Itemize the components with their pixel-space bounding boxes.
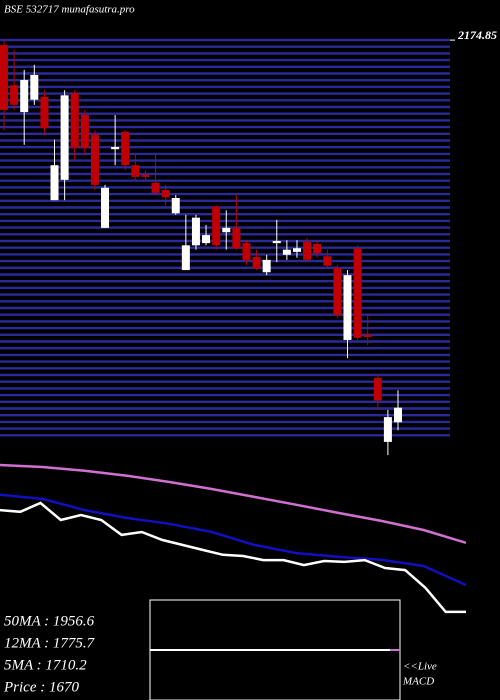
candle-body bbox=[10, 85, 19, 105]
candle-body bbox=[171, 197, 180, 214]
ma-label: 5MA : 1710.2 bbox=[4, 657, 87, 673]
candle-body bbox=[141, 174, 150, 177]
candle-body bbox=[242, 243, 251, 260]
candle-body bbox=[343, 275, 352, 340]
candle-body bbox=[353, 248, 362, 338]
ma-line bbox=[0, 493, 467, 587]
ma-line bbox=[0, 501, 466, 614]
candle-body bbox=[363, 334, 372, 338]
candle-body bbox=[282, 249, 291, 255]
candle-body bbox=[60, 95, 69, 180]
candle-body bbox=[262, 259, 271, 273]
candle-body bbox=[151, 182, 160, 193]
candle-body bbox=[323, 256, 332, 266]
candle-body bbox=[0, 45, 8, 110]
candle-body bbox=[373, 377, 382, 401]
candle-body bbox=[212, 206, 221, 246]
candle-body bbox=[303, 241, 312, 260]
candle-body bbox=[181, 245, 190, 271]
macd-label: <<Live bbox=[403, 661, 437, 673]
ma-line bbox=[0, 463, 467, 544]
candle-body bbox=[313, 243, 322, 254]
candle-body bbox=[80, 114, 89, 148]
candle-body bbox=[50, 165, 59, 201]
chart-title: BSE 532717 munafasutra.pro bbox=[4, 4, 135, 16]
candle-body bbox=[383, 417, 392, 442]
candle-body bbox=[20, 80, 29, 113]
ma-label: 12MA : 1775.7 bbox=[4, 635, 96, 651]
candle-body bbox=[111, 147, 120, 150]
candle-body bbox=[121, 131, 130, 166]
macd-label: MACD bbox=[402, 676, 434, 688]
candle-body bbox=[292, 248, 301, 252]
candle-body bbox=[131, 165, 140, 177]
candle-body bbox=[191, 217, 200, 246]
ma-label: 50MA : 1956.6 bbox=[4, 613, 95, 629]
candle-body bbox=[394, 407, 402, 423]
candle-body bbox=[101, 187, 110, 228]
candle-body bbox=[161, 189, 170, 198]
y-tick-label: 2174.85 bbox=[457, 28, 497, 42]
candle-body bbox=[272, 240, 281, 244]
candle-body bbox=[40, 96, 49, 129]
candle-body bbox=[202, 235, 211, 244]
candle-body bbox=[252, 256, 261, 268]
candle-body bbox=[232, 227, 241, 249]
candle-body bbox=[90, 134, 99, 185]
candle-body bbox=[222, 227, 231, 233]
candle-body bbox=[30, 74, 39, 100]
candle-body bbox=[70, 93, 79, 148]
price-label: Price : 1670 bbox=[3, 679, 79, 695]
candle-body bbox=[333, 267, 342, 316]
